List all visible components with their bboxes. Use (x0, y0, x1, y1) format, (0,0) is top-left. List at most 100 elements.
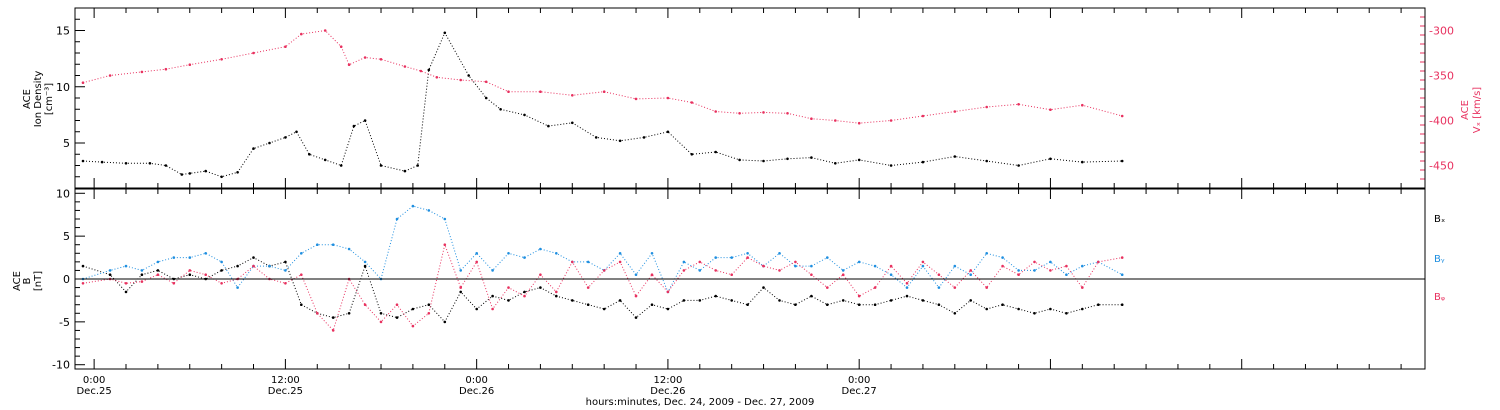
by-point (826, 256, 829, 259)
velocity-x-point (921, 114, 925, 118)
ion-density-point (252, 147, 255, 150)
ion-density-point (236, 171, 239, 174)
ion-density-point (571, 121, 574, 125)
bx-point (81, 264, 85, 268)
bz-point (937, 273, 941, 277)
velocity-x-point (762, 111, 765, 114)
ion-density-point (164, 164, 168, 167)
by-point (810, 264, 813, 268)
bx-point (969, 299, 972, 302)
velocity-x-point (164, 67, 168, 71)
by-point (682, 260, 686, 264)
bz-point (363, 303, 367, 307)
velocity-x-point (602, 90, 606, 93)
by-point (491, 269, 494, 272)
bz-point (1033, 260, 1036, 264)
bz-point (969, 269, 972, 272)
velocity-tick-label: -400 (1429, 115, 1454, 128)
bz-point (618, 260, 622, 264)
by-point (921, 264, 925, 268)
ion-density-point (308, 153, 311, 156)
velocity-x-point (571, 94, 574, 97)
by-point (204, 252, 207, 255)
by-point (730, 256, 733, 259)
by-point (778, 252, 781, 255)
ion-density-point (204, 169, 207, 173)
velocity-x-point (953, 110, 957, 113)
legend-bz: Bᵩ (1434, 292, 1445, 303)
time-tick-label: 12:00 (654, 375, 683, 386)
by-point (555, 252, 558, 255)
ion-density-point (467, 74, 471, 77)
ion-density-point (985, 159, 988, 163)
bx-point (284, 260, 287, 264)
velocity-x-point (857, 121, 861, 125)
ion-density-point (352, 124, 356, 128)
by-point (841, 269, 845, 272)
by-point (300, 252, 303, 255)
by-point (156, 260, 160, 264)
bx-point (985, 307, 988, 311)
bz-point (953, 286, 957, 289)
bx-point (714, 294, 717, 298)
by-point (586, 260, 590, 264)
velocity-x-point (690, 101, 694, 104)
ion-density-point (1120, 159, 1124, 163)
bx-point (746, 303, 749, 307)
velocity-x-point (363, 56, 367, 59)
bz-point (395, 303, 399, 307)
date-tick-label: Dec.25 (268, 386, 303, 397)
velocity-x-point (323, 29, 327, 32)
bz-point (124, 282, 128, 285)
bz-point (539, 273, 542, 277)
by-trace (82, 205, 1123, 294)
density-ylabel-line3: [cm⁻³] (44, 83, 55, 115)
velocity-x-point (403, 65, 407, 68)
bx-point (666, 307, 670, 311)
velocity-x-point (634, 97, 638, 101)
bz-point (714, 269, 717, 272)
bz-point (316, 312, 319, 315)
bx-point (411, 307, 415, 311)
bz-point (873, 286, 877, 289)
bz-point (555, 290, 558, 294)
bz-point (746, 256, 749, 259)
by-point (124, 264, 128, 268)
density-tick-label: 15 (56, 25, 70, 38)
by-point (1065, 273, 1068, 277)
velocity-ylabel-line1: ACE (1460, 100, 1471, 120)
bz-point (778, 269, 781, 272)
ion-density-point (714, 150, 717, 154)
bz-point (698, 260, 702, 264)
velocity-x-point (507, 90, 510, 93)
by-point (634, 273, 638, 277)
bx-point (698, 299, 702, 302)
by-point (331, 243, 335, 246)
density-ylabel-line1: ACE (22, 89, 33, 109)
bx-point (124, 290, 128, 294)
bz-point (411, 324, 415, 328)
bx-point (156, 269, 160, 272)
by-point (953, 264, 957, 268)
by-point (969, 273, 972, 277)
field-tick-label: 0 (63, 273, 70, 286)
by-point (1001, 256, 1004, 259)
bx-point (220, 269, 223, 272)
bx-point (650, 303, 654, 307)
date-tick-label: Dec.26 (650, 386, 685, 397)
ion-density-point (594, 136, 598, 139)
density-velocity-series (81, 29, 1124, 179)
by-point (172, 256, 176, 259)
time-tick-label: 0:00 (465, 375, 487, 386)
bx-point (475, 307, 479, 311)
bx-point (762, 286, 765, 289)
by-point (268, 264, 271, 268)
ion-density-point (921, 160, 925, 164)
bz-point (762, 264, 765, 268)
by-point (873, 264, 877, 268)
date-tick-label: Dec.26 (459, 386, 494, 397)
ion-density-point (547, 124, 550, 128)
bz-point (666, 290, 670, 294)
bx-point (1120, 303, 1124, 307)
